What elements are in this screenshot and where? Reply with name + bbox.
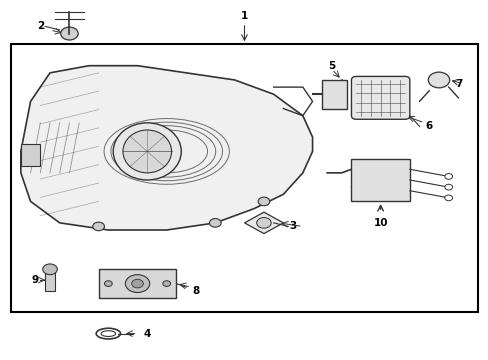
Bar	[351, 158, 409, 202]
Ellipse shape	[122, 130, 171, 173]
Circle shape	[444, 184, 452, 190]
Text: 6: 6	[425, 121, 432, 131]
Text: 8: 8	[192, 286, 199, 296]
Circle shape	[444, 174, 452, 179]
Bar	[21, 144, 40, 166]
Text: 3: 3	[289, 221, 296, 231]
Ellipse shape	[101, 331, 116, 337]
Text: 1: 1	[241, 11, 247, 21]
Circle shape	[163, 281, 170, 287]
Bar	[11, 44, 477, 312]
Ellipse shape	[96, 328, 120, 339]
Text: 7: 7	[454, 78, 461, 89]
Bar	[322, 80, 346, 109]
Circle shape	[131, 279, 143, 288]
Circle shape	[42, 264, 57, 275]
Circle shape	[444, 195, 452, 201]
Text: 4: 4	[143, 329, 151, 339]
Circle shape	[427, 72, 449, 88]
Text: 2: 2	[37, 21, 44, 31]
Text: 10: 10	[373, 218, 387, 228]
Circle shape	[258, 197, 269, 206]
Text: 5: 5	[328, 61, 335, 71]
Circle shape	[93, 222, 104, 231]
Circle shape	[104, 281, 112, 287]
Bar	[99, 269, 176, 298]
Polygon shape	[244, 212, 283, 234]
Circle shape	[125, 275, 149, 293]
Circle shape	[256, 217, 271, 228]
Polygon shape	[21, 66, 312, 230]
FancyBboxPatch shape	[351, 76, 409, 119]
Circle shape	[209, 219, 221, 227]
Bar	[45, 269, 55, 291]
Circle shape	[61, 27, 78, 40]
Ellipse shape	[113, 123, 181, 180]
Text: 9: 9	[32, 275, 39, 285]
